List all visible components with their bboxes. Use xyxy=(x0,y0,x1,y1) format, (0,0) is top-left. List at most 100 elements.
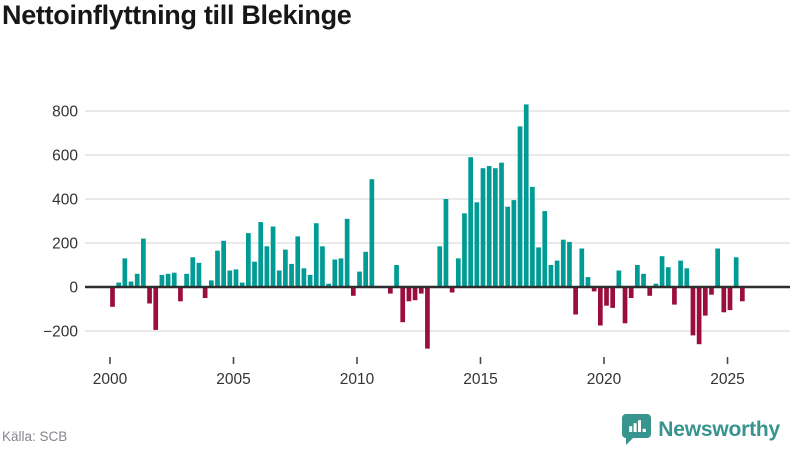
bar xyxy=(276,270,282,287)
y-axis-tick-label: −200 xyxy=(43,324,78,341)
bar xyxy=(740,287,745,302)
y-axis-tick-label: 0 xyxy=(69,280,78,297)
bar xyxy=(215,250,220,287)
bar xyxy=(548,265,554,287)
bar xyxy=(196,262,202,287)
x-axis-tick-label: 2005 xyxy=(216,371,250,388)
bar xyxy=(567,241,572,287)
bar xyxy=(338,258,344,287)
bar xyxy=(505,206,511,287)
newsworthy-icon xyxy=(622,413,652,446)
bar xyxy=(721,287,727,313)
bar xyxy=(295,236,301,287)
bar xyxy=(283,249,288,287)
bar xyxy=(554,260,560,287)
bar xyxy=(320,246,325,287)
bar xyxy=(672,287,677,305)
bar xyxy=(616,270,622,287)
bar xyxy=(202,287,208,298)
bar xyxy=(165,273,171,287)
bar xyxy=(147,287,152,304)
bar xyxy=(462,213,467,287)
bar xyxy=(455,258,461,287)
y-axis-tick-label: 600 xyxy=(52,148,78,165)
bar xyxy=(443,199,449,287)
bar xyxy=(591,287,597,292)
bar xyxy=(449,287,455,293)
bar xyxy=(208,280,214,287)
bar xyxy=(610,287,616,308)
bar xyxy=(517,126,523,288)
bar xyxy=(659,256,665,287)
bar xyxy=(653,283,659,287)
bar xyxy=(474,202,480,287)
x-axis-tick-label: 2020 xyxy=(587,371,622,388)
bar xyxy=(647,287,653,296)
bar xyxy=(684,268,690,287)
bar xyxy=(246,233,251,287)
bar xyxy=(116,282,122,287)
bar xyxy=(128,281,134,287)
bar xyxy=(536,247,541,287)
bar xyxy=(221,240,226,287)
bar xyxy=(134,273,140,287)
bar xyxy=(233,269,239,287)
bar xyxy=(369,179,375,287)
bar xyxy=(437,246,443,287)
bar xyxy=(153,287,159,330)
bar xyxy=(573,287,578,315)
bar xyxy=(628,287,634,298)
y-axis-tick-label: 400 xyxy=(52,192,78,209)
bar xyxy=(493,168,498,287)
bar xyxy=(425,287,430,349)
bar xyxy=(171,272,177,287)
bar xyxy=(604,287,609,306)
bar xyxy=(141,238,146,287)
bar xyxy=(542,211,548,287)
bar xyxy=(122,258,128,287)
bar xyxy=(418,287,424,294)
bar xyxy=(665,267,671,287)
bar xyxy=(301,268,307,287)
bar xyxy=(406,287,412,302)
bar xyxy=(178,287,183,302)
page-title: Nettoinflyttning till Blekinge xyxy=(2,0,352,30)
bar xyxy=(709,287,714,295)
bar xyxy=(597,287,603,326)
bar xyxy=(727,287,733,311)
bar xyxy=(252,261,257,287)
bar xyxy=(159,274,165,287)
bar xyxy=(702,287,708,316)
source-attribution: Källa: SCB xyxy=(2,429,68,444)
x-axis-tick-label: 2015 xyxy=(463,371,497,388)
bar xyxy=(499,162,504,287)
newsworthy-logo-link[interactable]: Newsworthy xyxy=(622,413,780,446)
bar xyxy=(264,246,270,287)
bar xyxy=(412,287,418,301)
bar xyxy=(635,265,640,287)
bar xyxy=(110,287,115,307)
y-axis-tick-label: 200 xyxy=(52,236,78,253)
bar xyxy=(190,257,196,287)
newsworthy-wordmark: Newsworthy xyxy=(658,417,780,441)
bar xyxy=(468,157,473,287)
x-axis-tick-label: 2010 xyxy=(340,371,375,388)
bar xyxy=(239,282,245,287)
bar xyxy=(184,273,189,287)
x-axis-tick-label: 2000 xyxy=(93,371,128,388)
bar xyxy=(678,260,683,287)
bar xyxy=(344,218,350,287)
bar xyxy=(270,226,276,287)
bar xyxy=(560,239,566,287)
y-axis-tick-label: 800 xyxy=(52,104,78,121)
bar xyxy=(715,248,720,287)
bar xyxy=(400,287,406,323)
bar xyxy=(388,287,393,294)
bar xyxy=(733,257,739,287)
bar xyxy=(690,287,696,336)
bar xyxy=(326,283,331,287)
bar xyxy=(530,186,535,287)
bar xyxy=(622,287,628,324)
bar xyxy=(357,271,362,287)
